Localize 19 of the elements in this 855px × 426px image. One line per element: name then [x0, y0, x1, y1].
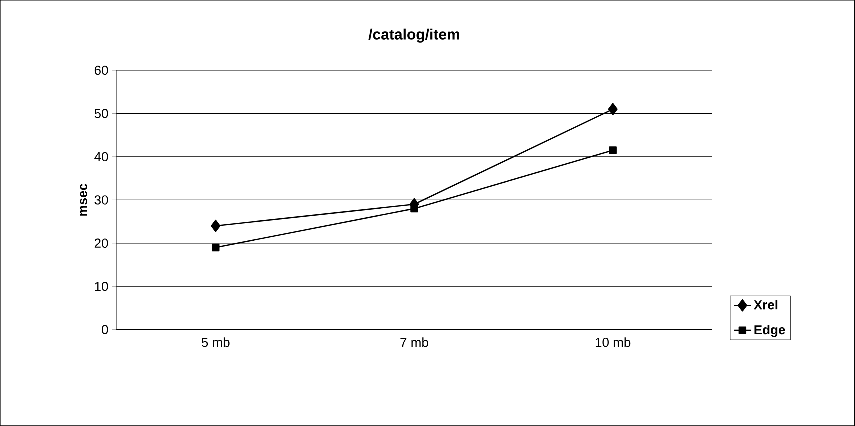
point — [212, 244, 220, 252]
y-tick-label: 50 — [94, 108, 108, 118]
point — [608, 103, 618, 116]
point — [410, 204, 418, 212]
x-tick-label: 10 mb — [596, 337, 631, 348]
y-tick-label: 0 — [102, 325, 108, 334]
y-tick-label: 30 — [94, 195, 108, 205]
legend-label: Edge — [754, 324, 786, 338]
point — [211, 220, 221, 232]
y-tick-label: 10 — [95, 282, 108, 292]
legend-label: Xrel — [754, 300, 778, 310]
y-tick-label: 40 — [94, 152, 108, 162]
y-axis-title: msec — [80, 184, 88, 216]
y-tick-label: 20 — [94, 238, 108, 248]
point — [609, 146, 617, 154]
x-tick-label: 5 mb — [202, 337, 230, 348]
y-tick-label: 60 — [94, 66, 108, 75]
x-tick-label: 7 mb — [400, 337, 428, 348]
chart-title: /catalog/item — [368, 28, 460, 43]
